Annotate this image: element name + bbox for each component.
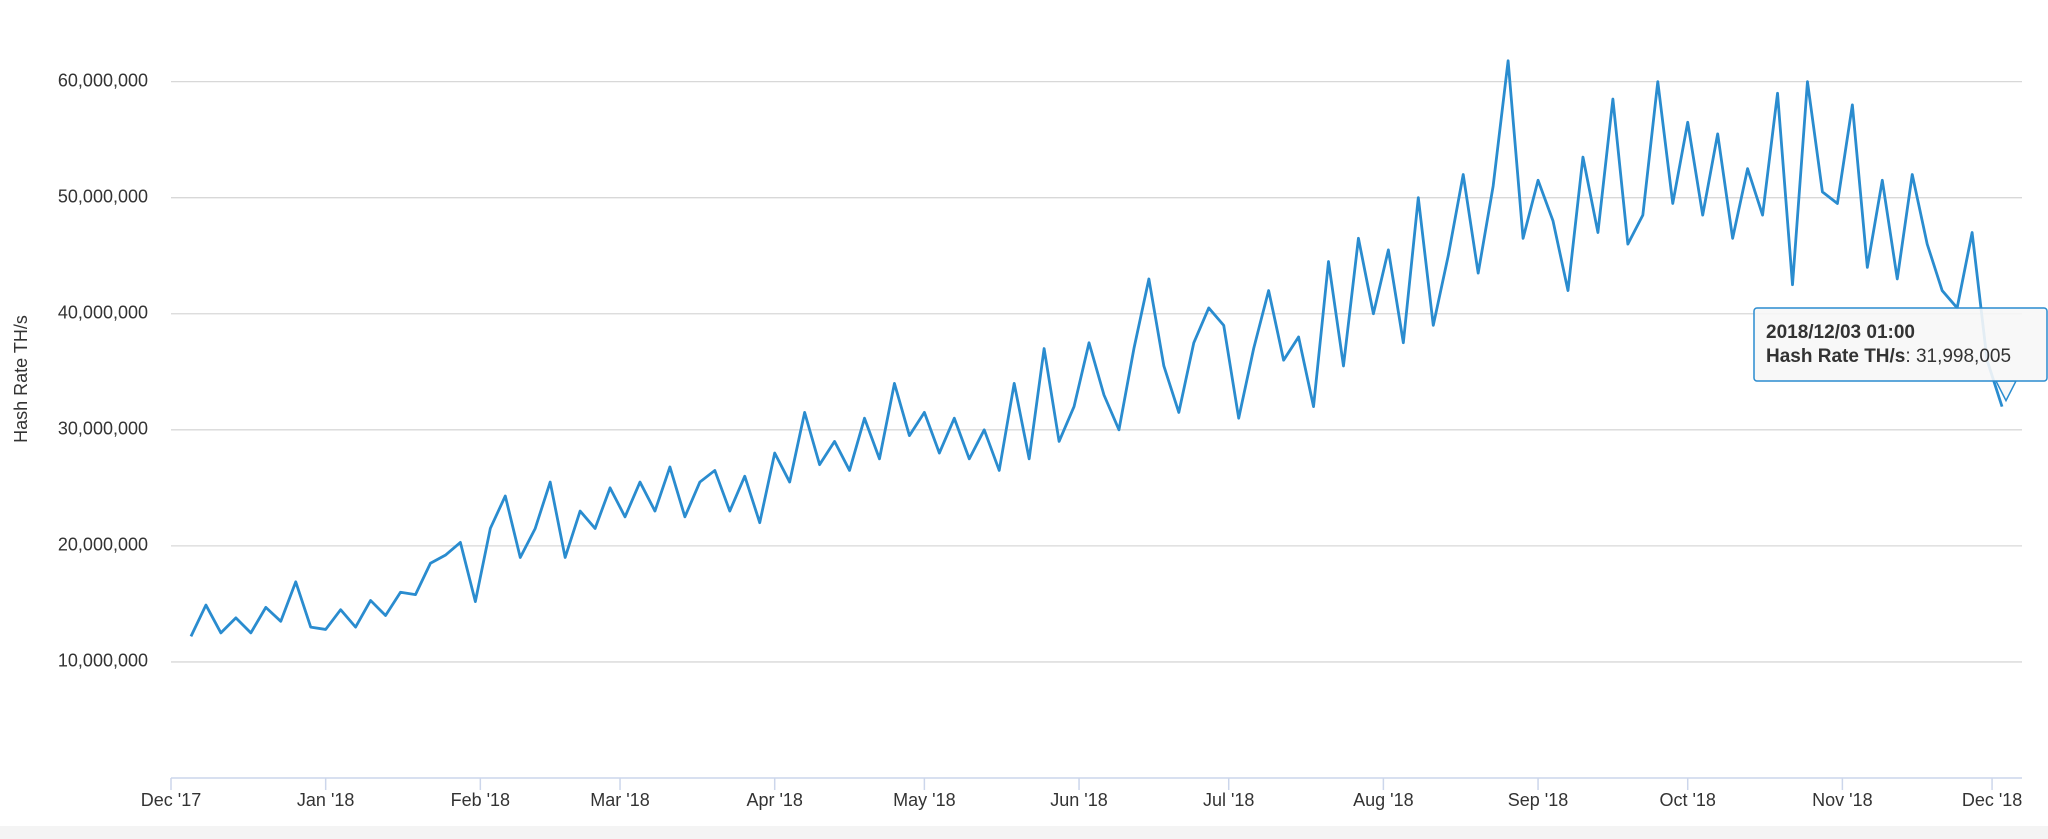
x-tick-label: Aug '18: [1353, 790, 1414, 810]
x-tick-label: Jul '18: [1203, 790, 1254, 810]
tooltip-separator: :: [1905, 346, 1910, 367]
y-tick-label: 60,000,000: [58, 70, 148, 90]
x-tick-label: Apr '18: [746, 790, 802, 810]
x-tick-label: Sep '18: [1508, 790, 1569, 810]
y-tick-label: 50,000,000: [58, 186, 148, 206]
x-tick-label: Dec '18: [1962, 790, 2022, 810]
tooltip: 2018/12/03 01:00 Hash Rate TH/s: 31,998,0…: [1753, 307, 2048, 403]
x-tick-label: Oct '18: [1659, 790, 1715, 810]
data-line: [189, 59, 2004, 638]
tooltip-date: 2018/12/03 01:00: [1766, 322, 1915, 343]
y-tick-label: 10,000,000: [58, 651, 148, 671]
x-tick-label: Feb '18: [451, 790, 510, 810]
tooltip-value: 31,998,005: [1916, 346, 2011, 367]
x-tick-label: Nov '18: [1812, 790, 1872, 810]
x-tick-label: Mar '18: [590, 790, 649, 810]
x-tick-label: Jun '18: [1050, 790, 1107, 810]
footer-strip: [0, 826, 2048, 839]
x-tick-label: May '18: [893, 790, 955, 810]
tooltip-line: Hash Rate TH/s: 31,998,005: [1766, 346, 2011, 367]
y-tick-label: 20,000,000: [58, 535, 148, 555]
tooltip-box: [1753, 307, 2048, 382]
x-tick-label: Jan '18: [297, 790, 354, 810]
y-tick-label: 40,000,000: [58, 303, 148, 323]
y-axis-title: Hash Rate TH/s: [11, 315, 31, 443]
tooltip-series-name: Hash Rate TH/s: [1766, 346, 1905, 367]
y-tick-label: 30,000,000: [58, 419, 148, 439]
x-tick-label: Dec '17: [141, 790, 201, 810]
